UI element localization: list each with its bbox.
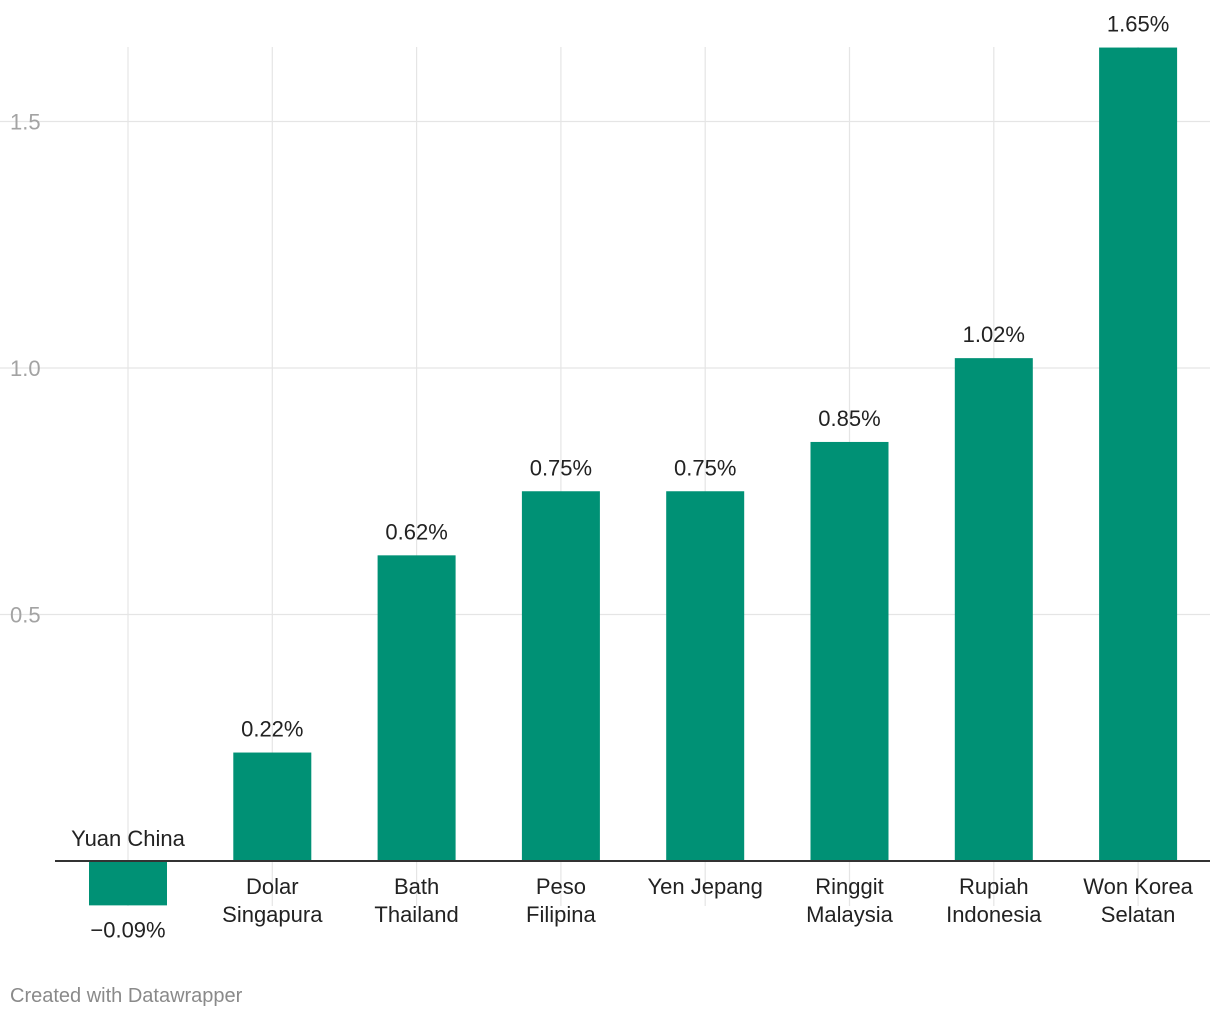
category-label: Rupiah bbox=[959, 874, 1029, 899]
y-tick-label: 0.5 bbox=[10, 603, 41, 628]
datawrapper-credit: Created with Datawrapper bbox=[10, 985, 243, 1007]
bar bbox=[521, 491, 600, 861]
bar bbox=[233, 752, 312, 861]
category-label: Ringgit bbox=[815, 874, 883, 899]
value-label: 1.65% bbox=[1107, 12, 1169, 37]
category-label: Singapura bbox=[222, 902, 323, 927]
value-label: 0.22% bbox=[241, 717, 303, 742]
category-label: Filipina bbox=[526, 902, 596, 927]
value-label: −0.09% bbox=[90, 917, 165, 942]
category-label: Dolar bbox=[246, 874, 299, 899]
bar bbox=[954, 358, 1033, 861]
category-label: Won Korea bbox=[1083, 874, 1193, 899]
value-label: 0.75% bbox=[530, 455, 592, 480]
category-label: Indonesia bbox=[946, 902, 1042, 927]
bar-chart: 0.5 1.0 1.5 −0.09% Yuan China 0.22% Dolar Singa… bbox=[0, 12, 1210, 942]
category-label: Peso bbox=[536, 874, 586, 899]
category-label: Malaysia bbox=[806, 902, 894, 927]
category-label: Yen Jepang bbox=[647, 874, 762, 899]
value-label: 0.62% bbox=[385, 519, 447, 544]
bar bbox=[810, 441, 889, 861]
bar bbox=[89, 861, 167, 906]
category-label: Thailand bbox=[374, 902, 458, 927]
value-label: 0.75% bbox=[674, 455, 736, 480]
bar bbox=[666, 491, 745, 861]
category-label: Selatan bbox=[1101, 902, 1176, 927]
y-tick-label: 1.5 bbox=[10, 110, 41, 135]
bar bbox=[377, 555, 456, 861]
category-label: Yuan China bbox=[71, 826, 186, 851]
value-label: 0.85% bbox=[818, 406, 880, 431]
value-label: 1.02% bbox=[963, 322, 1025, 347]
category-label: Bath bbox=[394, 874, 439, 899]
bar bbox=[1099, 47, 1178, 862]
y-tick-label: 1.0 bbox=[10, 356, 41, 381]
